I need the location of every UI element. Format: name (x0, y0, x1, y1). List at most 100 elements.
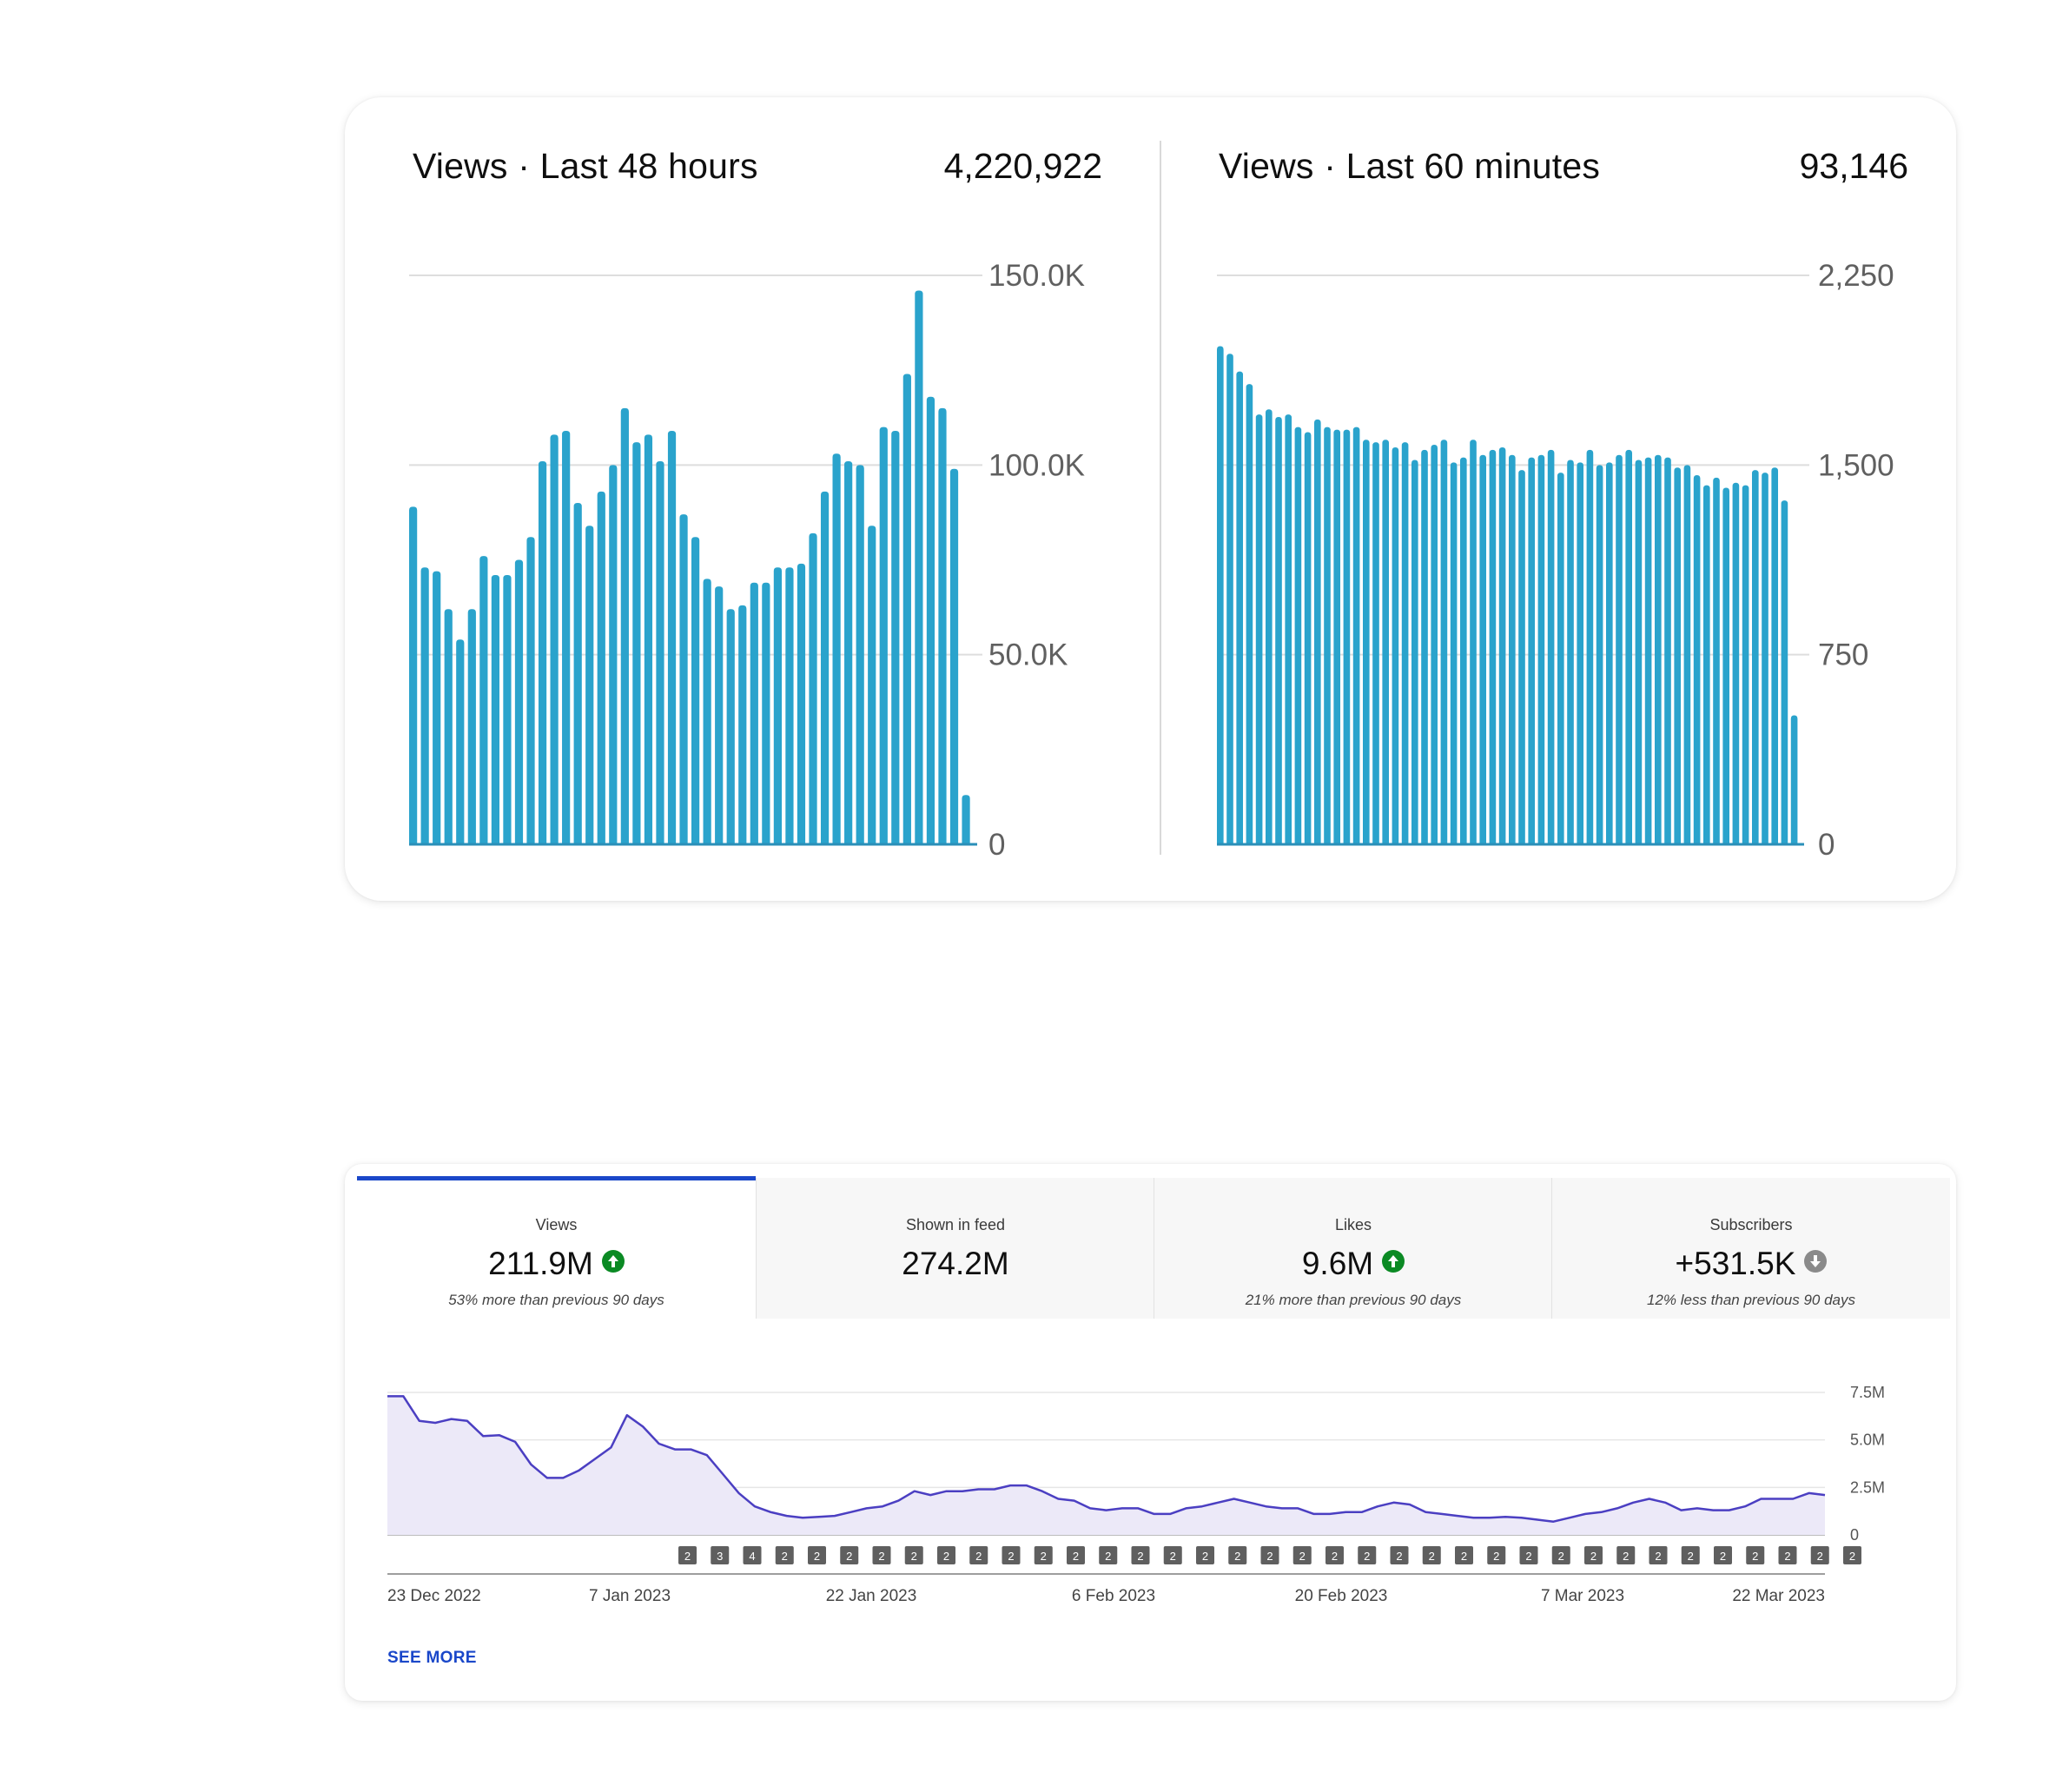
publish-marker-icon[interactable] (969, 1546, 988, 1564)
views-60m-bar[interactable] (1567, 460, 1574, 844)
views-60m-bar[interactable] (1586, 449, 1594, 844)
views-48h-bar[interactable] (726, 609, 735, 844)
views-60m-bar[interactable] (1226, 354, 1233, 844)
views-48h-bar[interactable] (620, 407, 629, 844)
publish-marker-icon[interactable] (1455, 1546, 1473, 1564)
publish-marker-icon[interactable] (1810, 1546, 1829, 1564)
publish-marker-icon[interactable] (840, 1546, 859, 1564)
views-48h-bar[interactable] (809, 532, 817, 844)
views-60m-bar[interactable] (1742, 485, 1749, 844)
views-48h-bar[interactable] (456, 639, 465, 844)
publish-marker-icon[interactable] (1584, 1546, 1603, 1564)
see-more-link[interactable]: SEE MORE (387, 1649, 477, 1667)
views-60m-bar[interactable] (1275, 417, 1282, 844)
views-48h-bar[interactable] (420, 567, 429, 844)
views-60m-bar[interactable] (1285, 414, 1292, 844)
views-48h-bar[interactable] (962, 795, 970, 844)
views-60m-bar[interactable] (1762, 473, 1768, 844)
publish-marker-icon[interactable] (904, 1546, 923, 1564)
views-48h-bar[interactable] (844, 460, 853, 844)
views-48h-bar[interactable] (773, 567, 782, 844)
views-60m-chart[interactable]: 0 750 1,500 2,250 (345, 97, 1956, 901)
views-60m-bar[interactable] (1470, 440, 1477, 844)
views-48h-bar[interactable] (926, 396, 935, 844)
views-48h-bar[interactable] (832, 453, 841, 844)
views-60m-bar[interactable] (1616, 454, 1623, 844)
views-60m-bar[interactable] (1431, 445, 1438, 844)
views-60m-bar[interactable] (1537, 454, 1545, 844)
views-60m-bar[interactable] (1246, 384, 1253, 845)
views-48h-bar[interactable] (550, 434, 559, 844)
views-60m-bar[interactable] (1324, 427, 1331, 844)
publish-marker-icon[interactable] (711, 1546, 730, 1564)
publish-marker-icon[interactable] (1002, 1546, 1021, 1564)
views-60m-bar[interactable] (1304, 432, 1312, 844)
publish-marker-icon[interactable] (1131, 1546, 1150, 1564)
views-48h-bar[interactable] (503, 574, 512, 844)
publish-marker-icon[interactable] (1228, 1546, 1247, 1564)
publish-marker-icon[interactable] (1163, 1546, 1182, 1564)
views-48h-bar[interactable] (514, 559, 524, 845)
tab-likes[interactable]: Likes 9.6M 21% more than previous 90 day… (1154, 1178, 1552, 1319)
views-60m-bar[interactable] (1606, 462, 1613, 844)
views-60m-bar[interactable] (1314, 419, 1321, 844)
views-48h-bar[interactable] (467, 609, 476, 844)
publish-marker-icon[interactable] (775, 1546, 794, 1564)
views-48h-bar[interactable] (656, 460, 664, 844)
publish-marker-icon[interactable] (1551, 1546, 1570, 1564)
publish-marker-icon[interactable] (1616, 1546, 1636, 1564)
tab-views[interactable]: Views 211.9M 53% more than previous 90 d… (357, 1178, 756, 1319)
publish-marker-icon[interactable] (1292, 1546, 1312, 1564)
publish-marker-icon[interactable] (1325, 1546, 1344, 1564)
publish-marker-icon[interactable] (1099, 1546, 1118, 1564)
views-60m-bar[interactable] (1498, 446, 1506, 844)
views-48h-bar[interactable] (902, 374, 911, 844)
views-60m-bar[interactable] (1596, 465, 1603, 844)
views-48h-bar[interactable] (644, 434, 653, 844)
views-60m-bar[interactable] (1460, 457, 1467, 844)
publish-marker-icon[interactable] (1843, 1546, 1861, 1564)
views-48h-bar[interactable] (433, 571, 441, 844)
views-60m-bar[interactable] (1713, 477, 1720, 844)
publish-marker-icon[interactable] (1034, 1546, 1053, 1564)
views-60m-bar[interactable] (1489, 449, 1497, 844)
views-60m-bar[interactable] (1790, 715, 1798, 844)
views-60m-bar[interactable] (1509, 454, 1516, 844)
publish-marker-icon[interactable] (1649, 1546, 1668, 1564)
views-60m-bar[interactable] (1440, 440, 1448, 844)
publish-marker-icon[interactable] (1196, 1546, 1214, 1564)
views-60m-bar[interactable] (1479, 454, 1487, 844)
views-48h-bar[interactable] (891, 431, 900, 844)
views-48h-bar[interactable] (703, 579, 711, 844)
views-48h-bar[interactable] (585, 526, 594, 844)
views-60m-bar[interactable] (1674, 467, 1682, 844)
views-60m-bar[interactable] (1343, 429, 1351, 844)
views-60m-bar[interactable] (1255, 414, 1263, 844)
views-48h-bar[interactable] (949, 468, 959, 844)
views-48h-bar[interactable] (762, 582, 770, 844)
views-60m-bar[interactable] (1693, 474, 1701, 844)
publish-marker-icon[interactable] (1714, 1546, 1732, 1564)
views-60m-bar[interactable] (1655, 454, 1662, 844)
views-48h-bar[interactable] (750, 582, 758, 844)
views-60m-bar[interactable] (1752, 470, 1759, 844)
views-trend-line[interactable] (387, 1395, 1826, 1523)
views-48h-bar[interactable] (609, 465, 618, 844)
views-60m-bar[interactable] (1236, 371, 1244, 845)
views-48h-bar[interactable] (820, 491, 830, 844)
views-60m-bar[interactable] (1771, 467, 1779, 844)
tab-subscribers[interactable]: Subscribers +531.5K 12% less than previo… (1551, 1178, 1950, 1319)
views-48h-bar[interactable] (562, 431, 571, 844)
views-60m-bar[interactable] (1644, 457, 1652, 844)
publish-marker-icon[interactable] (678, 1546, 697, 1564)
publish-marker-icon[interactable] (1778, 1546, 1797, 1564)
publish-marker-icon[interactable] (1422, 1546, 1441, 1564)
views-60m-bar[interactable] (1781, 500, 1788, 844)
views-trend-chart[interactable]: 02.5M5.0M7.5M2 3 4 2 2 2 2 2 2 2 2 2 2 2 2 2 2 2 2 2 2 2 2 2 2 2 2… (345, 1164, 1956, 1701)
views-60m-bar[interactable] (1217, 346, 1224, 844)
publish-marker-icon[interactable] (937, 1546, 955, 1564)
publish-marker-icon[interactable] (1260, 1546, 1279, 1564)
publish-marker-icon[interactable] (1746, 1546, 1765, 1564)
publish-marker-icon[interactable] (1519, 1546, 1538, 1564)
views-60m-bar[interactable] (1294, 427, 1302, 844)
